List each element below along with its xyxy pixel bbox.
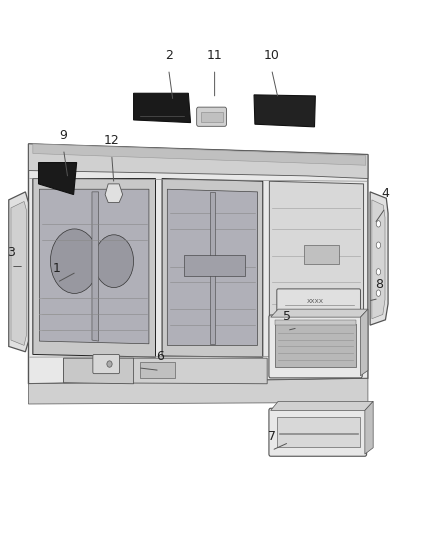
Bar <box>304 245 339 264</box>
Ellipse shape <box>376 269 381 275</box>
Polygon shape <box>370 192 388 325</box>
Polygon shape <box>365 401 373 454</box>
Ellipse shape <box>107 361 112 367</box>
Ellipse shape <box>50 229 99 294</box>
FancyBboxPatch shape <box>277 289 360 323</box>
Bar <box>201 112 223 122</box>
Ellipse shape <box>94 235 134 288</box>
Polygon shape <box>28 144 368 384</box>
Polygon shape <box>33 144 366 165</box>
Polygon shape <box>167 189 258 345</box>
Bar <box>277 417 360 447</box>
Polygon shape <box>271 309 368 317</box>
Text: 7: 7 <box>268 430 276 443</box>
Text: 5: 5 <box>283 310 291 323</box>
Polygon shape <box>28 378 368 404</box>
Polygon shape <box>254 95 315 127</box>
Text: 11: 11 <box>207 49 223 62</box>
Polygon shape <box>162 179 263 357</box>
Polygon shape <box>360 309 368 376</box>
Text: 1: 1 <box>53 262 61 275</box>
Text: 2: 2 <box>165 49 173 62</box>
Polygon shape <box>28 144 368 179</box>
Polygon shape <box>64 358 267 384</box>
Polygon shape <box>39 163 77 195</box>
Polygon shape <box>11 201 26 345</box>
FancyBboxPatch shape <box>269 408 367 456</box>
Polygon shape <box>64 358 134 384</box>
Polygon shape <box>269 181 364 357</box>
Polygon shape <box>271 401 373 410</box>
FancyBboxPatch shape <box>269 315 362 378</box>
Text: 8: 8 <box>375 278 383 291</box>
Polygon shape <box>210 192 215 344</box>
Bar <box>140 362 175 378</box>
Polygon shape <box>39 189 149 344</box>
Polygon shape <box>134 93 191 123</box>
Bar <box>275 320 356 325</box>
Text: 12: 12 <box>104 134 120 147</box>
Polygon shape <box>92 192 99 341</box>
Bar <box>275 324 356 367</box>
Text: XXXX: XXXX <box>307 298 324 304</box>
Polygon shape <box>372 200 385 319</box>
Text: 10: 10 <box>264 49 279 62</box>
Bar <box>184 255 245 276</box>
Polygon shape <box>33 179 155 357</box>
Ellipse shape <box>376 221 381 227</box>
Polygon shape <box>9 192 28 352</box>
Text: 3: 3 <box>7 246 15 259</box>
Polygon shape <box>105 184 123 203</box>
Text: 9: 9 <box>60 129 67 142</box>
FancyBboxPatch shape <box>197 107 226 126</box>
Text: 6: 6 <box>156 350 164 363</box>
FancyBboxPatch shape <box>93 354 120 374</box>
Ellipse shape <box>376 290 381 296</box>
Ellipse shape <box>376 242 381 248</box>
Text: 4: 4 <box>381 188 389 200</box>
